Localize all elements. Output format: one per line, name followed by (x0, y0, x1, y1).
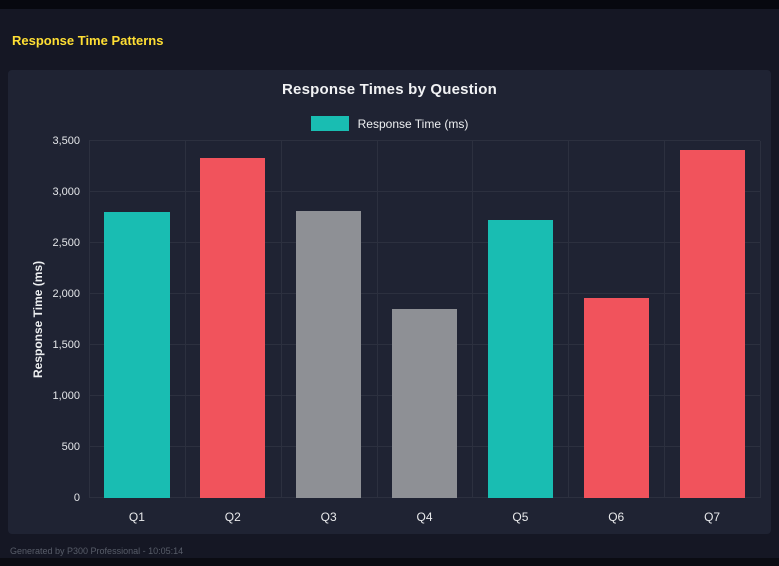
y-tick-label: 0 (73, 492, 80, 504)
gridline-vertical (664, 141, 666, 498)
bar-slot (185, 141, 281, 498)
x-tick-label: Q2 (224, 510, 241, 524)
gridline-vertical (472, 141, 474, 498)
gridline-horizontal (89, 140, 760, 141)
y-tick-label: 2,000 (52, 288, 80, 300)
chart-legend[interactable]: Response Time (ms) (8, 116, 771, 131)
legend-label: Response Time (ms) (357, 116, 469, 131)
top-edge-bar (0, 0, 779, 9)
footer-text: Generated by P300 Professional - 10:05:1… (10, 546, 184, 556)
bar-q7[interactable] (679, 150, 745, 498)
y-tick-label: 3,500 (52, 135, 80, 147)
gridline-vertical (184, 141, 186, 498)
x-tick-label: Q7 (704, 510, 721, 524)
x-axis-labels: Q1 Q2 Q3 Q4 Q5 Q6 Q7 (89, 510, 760, 524)
gridline-vertical (760, 141, 761, 498)
page-title: Response Time Patterns (12, 33, 164, 48)
gridline-horizontal (89, 293, 760, 294)
gridline-vertical (568, 141, 570, 498)
bar-q6[interactable] (583, 298, 649, 498)
chart-panel: Response Times by Question Response Time… (8, 70, 771, 534)
bar-slot (89, 141, 185, 498)
y-tick-label: 2,500 (52, 237, 80, 249)
bar-slot (568, 141, 664, 498)
x-tick-label: Q5 (512, 510, 529, 524)
bar-q1[interactable] (104, 212, 170, 498)
y-axis-ticks: 0 500 1,000 1,500 2,000 2,500 3,000 3,500 (8, 135, 84, 504)
bars (89, 141, 760, 498)
x-tick-label: Q3 (320, 510, 337, 524)
y-tick-label: 500 (61, 441, 80, 453)
bar-q5[interactable] (487, 219, 553, 498)
bar-slot (377, 141, 473, 498)
bar-q3[interactable] (296, 211, 362, 498)
chart-title: Response Times by Question (282, 81, 497, 98)
x-tick-label: Q1 (128, 510, 145, 524)
legend-swatch (310, 116, 349, 131)
gridline-horizontal (89, 191, 760, 192)
gridline-vertical (280, 141, 282, 498)
y-tick-label: 1,000 (52, 390, 80, 402)
bar-slot (281, 141, 377, 498)
plot-area (89, 140, 761, 498)
gridline-vertical (89, 141, 90, 498)
bar-slot (664, 141, 760, 498)
x-tick-label: Q6 (608, 510, 625, 524)
bar-slot (472, 141, 568, 498)
y-tick-label: 3,000 (52, 186, 80, 198)
gridline-vertical (376, 141, 378, 498)
bottom-edge-bar (0, 558, 779, 566)
gridline-horizontal (89, 242, 760, 243)
x-tick-label: Q4 (416, 510, 433, 524)
bar-q2[interactable] (200, 158, 266, 498)
bar-q4[interactable] (391, 309, 458, 498)
y-tick-label: 1,500 (52, 339, 80, 351)
